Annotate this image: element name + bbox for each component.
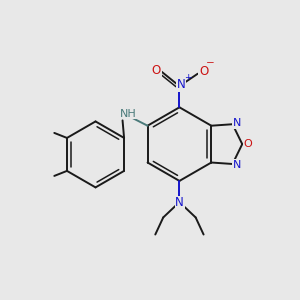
Text: O: O xyxy=(244,139,253,149)
Text: N: N xyxy=(233,118,242,128)
Text: N: N xyxy=(176,78,185,92)
Text: −: − xyxy=(206,58,215,68)
Text: NH: NH xyxy=(119,109,136,119)
Text: N: N xyxy=(233,160,242,170)
Text: +: + xyxy=(184,73,191,82)
Text: N: N xyxy=(176,196,184,209)
Text: O: O xyxy=(152,64,161,77)
Text: O: O xyxy=(199,65,208,78)
